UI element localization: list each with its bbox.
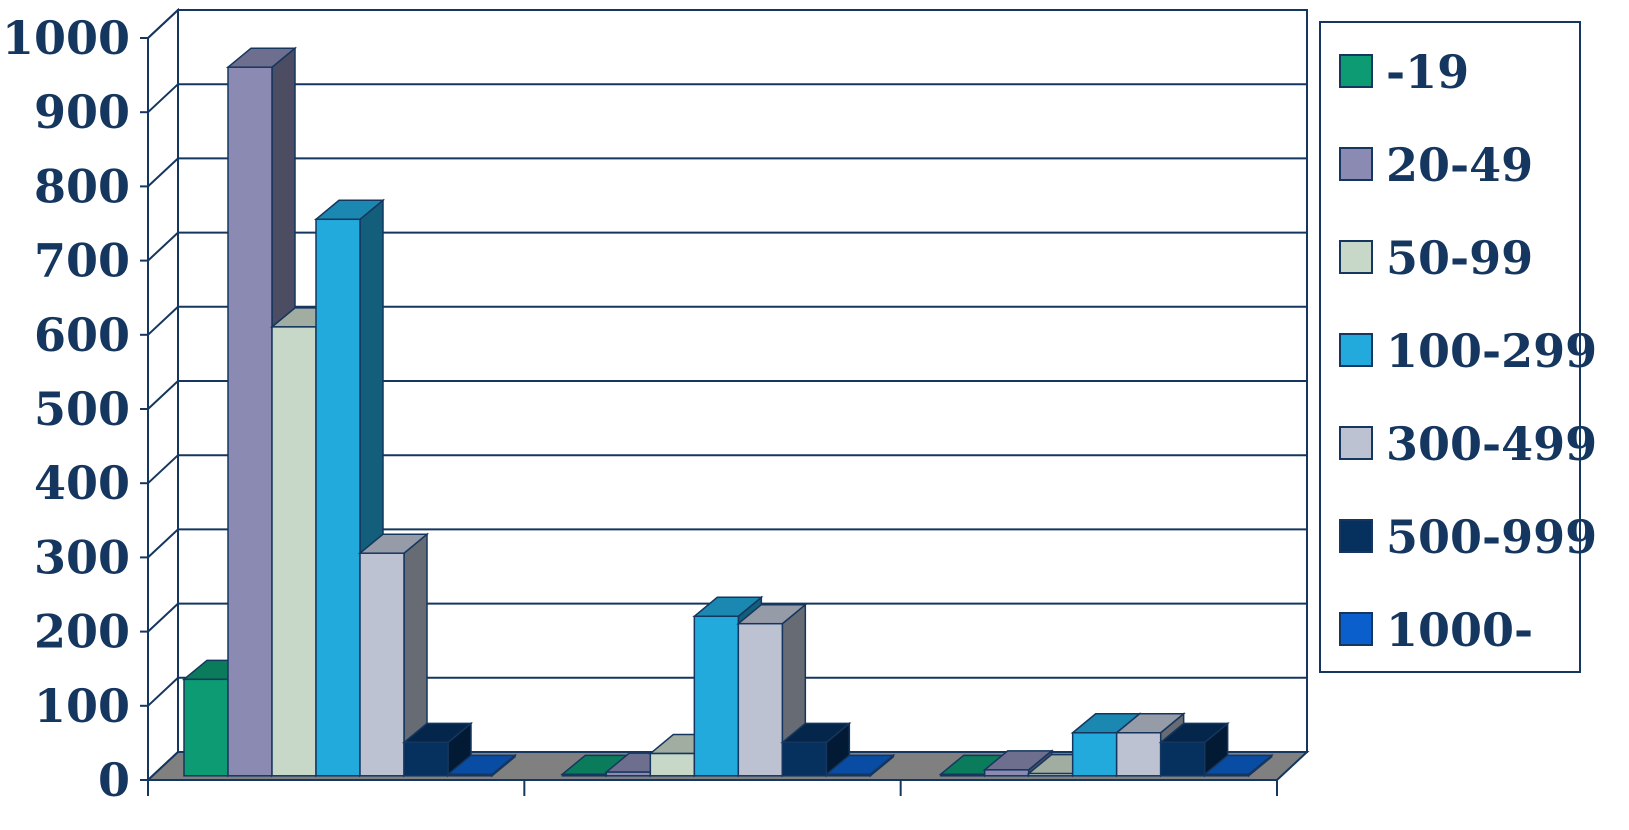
gridline [147,305,1307,336]
legend-item: 100-299 [1339,324,1597,378]
gridline [147,83,1307,113]
bar [780,721,852,778]
bar-front [825,773,872,777]
legend-swatch [1339,426,1373,460]
bar-front [561,773,608,777]
bar-front [403,741,449,777]
bar-front [315,218,361,777]
y-tick-label: 900 [34,85,130,139]
bar [357,532,430,778]
legend-item: 1000- [1339,603,1533,657]
legend-item: 20-49 [1339,138,1533,192]
gridline [147,676,1307,707]
bar-front [1115,732,1162,777]
bar [1202,753,1274,778]
legend-swatch [1339,333,1373,367]
y-tick-label: 200 [34,605,130,659]
bar-front [227,66,273,777]
gridline [147,528,1307,559]
bar-front [271,326,317,777]
bar-front [183,678,229,777]
y-tick-label: 100 [34,679,130,733]
gridline [147,231,1307,262]
legend-swatch [1339,147,1373,181]
y-tick-label: 500 [34,382,130,436]
gridline [147,454,1307,484]
bar-front [781,741,828,777]
bar-front [1159,741,1206,777]
x-axis [147,779,1278,796]
legend-label: 500-999 [1386,510,1597,564]
gridline [147,380,1307,410]
legend-swatch [1339,612,1373,646]
legend-label: 300-499 [1386,417,1597,471]
legend-swatch [1339,240,1373,274]
y-tick-label: 800 [34,159,130,213]
legend-label: -19 [1386,45,1469,99]
legend-label: 50-99 [1386,231,1533,285]
bars-group [181,46,1274,778]
bar-front [359,552,405,777]
legend-swatch [1339,54,1373,88]
y-tick-label: 300 [34,530,130,584]
bar-front [1203,773,1250,777]
bar-front [447,773,493,777]
gridline [147,9,1307,39]
bar-front [605,771,652,777]
legend: -19 20-49 50-99 100-299 300-499 500-999 1000- [1319,21,1597,673]
bar-front [649,752,696,777]
gridline [147,602,1307,633]
gridline [147,157,1307,188]
y-tick-label: 400 [34,456,130,510]
bar-front [939,773,986,777]
legend-swatch [1339,519,1373,553]
bar-front [1071,732,1118,777]
y-tick-label: 0 [98,753,130,807]
y-tick-label: 600 [34,308,130,362]
y-axis: 0 100 200 300 400 500 600 700 800 900 1000 [2,11,149,807]
legend-label: 100-299 [1386,324,1597,378]
bar [824,753,896,778]
y-tick-label: 1000 [2,11,130,65]
legend-item: -19 [1339,45,1469,99]
legend-label: 20-49 [1386,138,1533,192]
bar-front [693,615,740,777]
bar-front [737,622,784,777]
bar [1158,721,1230,778]
legend-label: 1000- [1386,603,1533,657]
bar [445,753,518,778]
legend-item: 50-99 [1339,231,1533,285]
bar-front [1027,772,1074,777]
y-tick-label: 700 [34,234,130,288]
bar [401,721,474,778]
legend-item: 300-499 [1339,417,1597,471]
legend-item: 500-999 [1339,510,1597,564]
bar-front [983,769,1030,777]
